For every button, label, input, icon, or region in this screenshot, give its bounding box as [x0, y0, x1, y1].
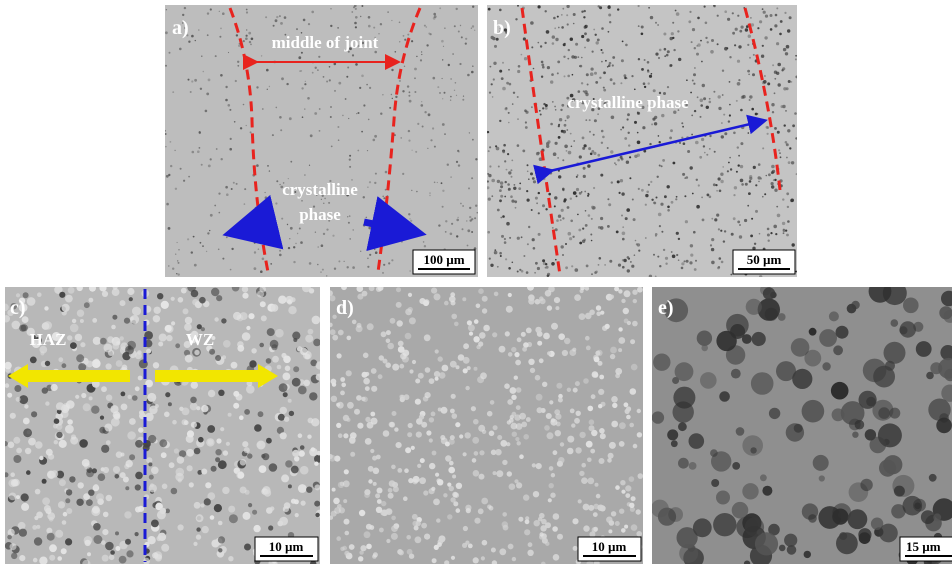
figure-svg: a) middle of joint crystalline phase 100… [0, 0, 952, 564]
annotation: HAZ [30, 330, 67, 349]
panel-label: b) [493, 17, 511, 39]
annotation: phase [299, 205, 341, 224]
scale-bar-label: 10 µm [592, 539, 627, 554]
annotation: middle of joint [272, 33, 379, 52]
scale-bar-label: 100 µm [423, 252, 464, 267]
scale-bar-label: 50 µm [747, 252, 782, 267]
annotation: crystalline phase [567, 93, 689, 112]
panel-label: e) [658, 297, 674, 319]
scale-bar-label: 10 µm [269, 539, 304, 554]
panel-label: a) [172, 17, 189, 39]
annotation: WZ [186, 330, 214, 349]
micrograph-c [5, 287, 320, 564]
scale-bar-label: 15 µm [906, 539, 941, 554]
panel-label: c) [10, 297, 26, 319]
figure: a) middle of joint crystalline phase 100… [0, 0, 952, 564]
panel-label: d) [336, 297, 354, 319]
annotation: crystalline [282, 180, 358, 199]
